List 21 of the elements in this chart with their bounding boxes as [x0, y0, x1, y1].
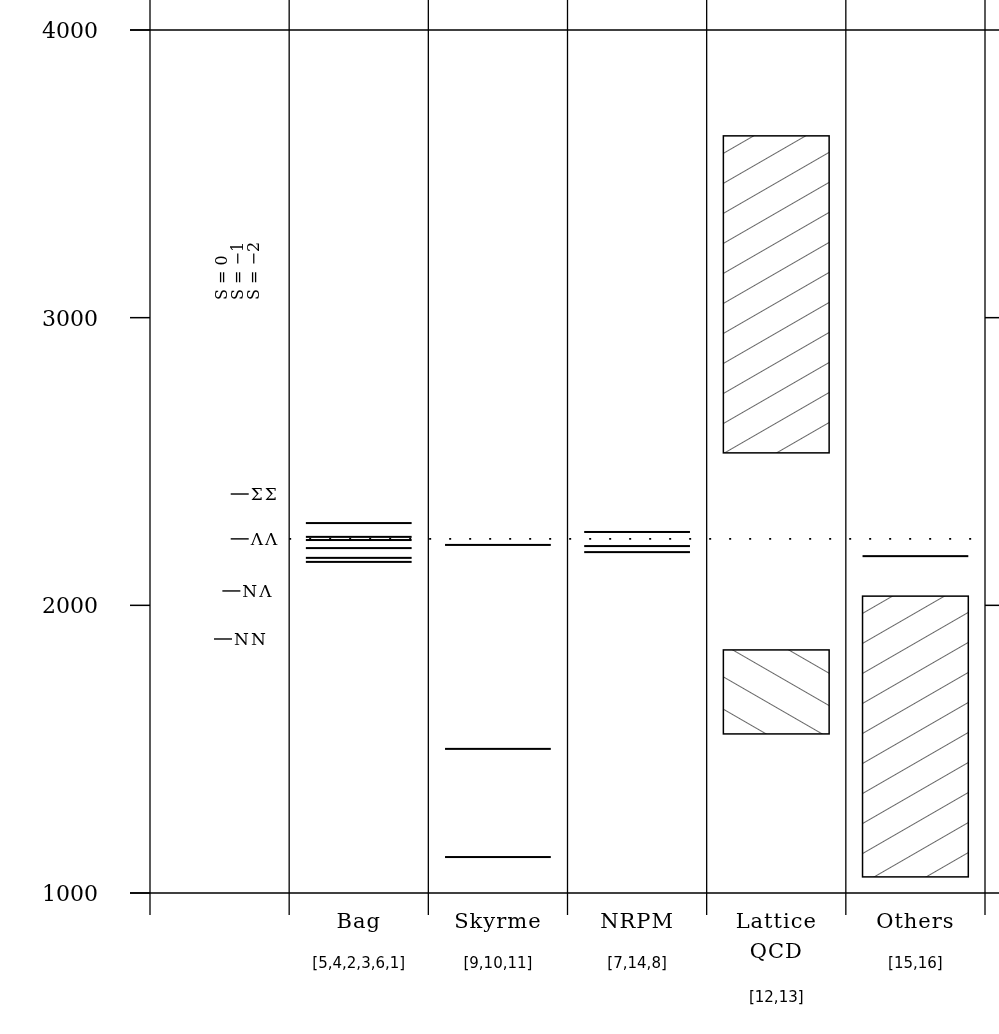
x-tick-label: Others [876, 909, 955, 933]
y-tick-label: 4000 [42, 18, 98, 43]
x-tick-label: NRPM [600, 909, 674, 933]
y-tick-label: 2000 [42, 593, 98, 619]
ref-line-label: NΛ [242, 580, 274, 601]
ref-line-label: ΛΛ [249, 528, 280, 549]
ref-line-label: ΣΣ [250, 484, 279, 505]
x-tick-label: Bag [336, 909, 381, 933]
text: [12,13] [748, 988, 804, 1006]
bar [722, 649, 830, 735]
x-tick-label: Lattice QCD [735, 909, 817, 963]
text: [9,10,11] [463, 954, 533, 972]
text: [5,4,2,3,6,1] [312, 954, 406, 972]
bar [722, 135, 830, 454]
y-tick-label: 1000 [42, 881, 98, 906]
text: [7,14,8] [607, 954, 667, 972]
ref-line-label: NN [234, 628, 268, 649]
y-tick-label: 3000 [42, 305, 98, 331]
text: [15,16] [888, 954, 943, 972]
x-tick-label: Skyrme [454, 909, 542, 933]
bar [861, 595, 970, 878]
